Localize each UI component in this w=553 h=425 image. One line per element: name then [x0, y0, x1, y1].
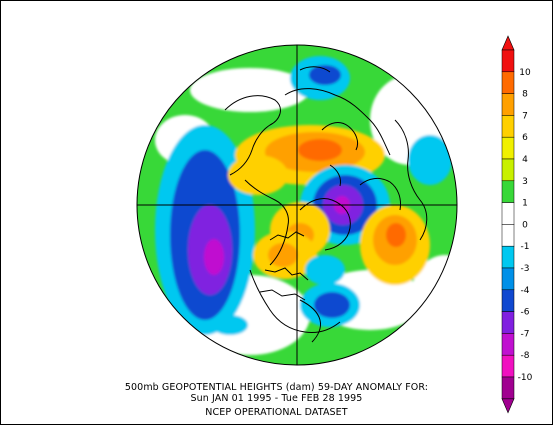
caption-line-3: NCEP OPERATIONAL DATASET [205, 407, 348, 418]
coastline-6 [299, 197, 351, 251]
colorbar-tick-label: -6 [521, 308, 530, 318]
coastline-2 [284, 88, 391, 156]
pacific-trough-core [204, 239, 224, 275]
coastline-7 [359, 177, 401, 211]
colorbar-tick-label: -8 [521, 351, 530, 361]
colorbar-tick-label: -3 [521, 264, 530, 274]
coastlines [224, 66, 428, 343]
coastline-10 [259, 289, 306, 301]
colorbar-tick-label: -4 [521, 286, 530, 296]
canada-ridge-core [268, 243, 298, 267]
colorbar-swatch [501, 93, 515, 116]
colorbar-tick-label: -1 [521, 242, 530, 252]
colorbar-swatch [501, 136, 515, 160]
coastline-4 [244, 179, 289, 266]
coastline-14 [269, 231, 305, 241]
arctic-negative-core [309, 65, 341, 85]
colorbar-tick-label: 4 [522, 155, 528, 165]
coastline-11 [321, 122, 359, 151]
coastline-5 [249, 269, 341, 333]
sw-negative [212, 315, 248, 335]
colorbar-swatch [501, 354, 515, 378]
colorbar-tick-label: 3 [522, 177, 528, 187]
caption-line-1: 500mb GEOPOTENTIAL HEIGHTS (dam) 59-DAY … [124, 382, 429, 393]
colorbar-swatch [501, 158, 515, 182]
colorbar-tick-label: 0 [522, 220, 528, 230]
colorbar-swatch [501, 180, 515, 203]
colorbar-top-arrow [501, 35, 515, 51]
colorbar-tick-label: 1 [522, 199, 528, 209]
colorbar-swatch [501, 115, 515, 138]
europe-ridge-core [298, 139, 342, 161]
colorbar-swatch [501, 49, 515, 73]
colorbar-swatch [501, 289, 515, 312]
colorbar-swatch [501, 224, 515, 247]
colorbar-swatch [501, 71, 515, 94]
colorbar-swatch [501, 333, 515, 356]
colorbar-swatch [501, 267, 515, 291]
atlantic-ridge-core [386, 223, 406, 247]
colorbar-tick-label: 7 [522, 111, 528, 121]
neutral-zone-north [190, 68, 310, 112]
europe-negative [305, 255, 345, 285]
colorbar-tick-label: 8 [522, 90, 528, 100]
coastline-3 [394, 119, 428, 241]
colorbar-swatch [501, 311, 515, 334]
coastline-1 [224, 95, 281, 176]
colorbar-bottom-arrow [501, 398, 515, 414]
colorbar-tick-label: 10 [519, 68, 531, 78]
caption-line-2: Sun JAN 01 1995 - Tue FEB 28 1995 [190, 393, 363, 404]
coastline-12 [329, 164, 341, 187]
colorbar-tick-label: -7 [521, 329, 530, 339]
map-border [136, 44, 458, 366]
coastline-8 [299, 299, 321, 343]
coastline-13 [299, 66, 331, 73]
ne-negative [408, 135, 452, 185]
nw-ridge [228, 155, 288, 195]
coastline-9 [264, 267, 309, 281]
se-canada-low-core [314, 292, 350, 318]
colorbar-swatch [501, 202, 515, 225]
colorbar-tick-label: -10 [518, 373, 533, 383]
colorbar-swatch [501, 245, 515, 269]
colorbar-tick-label: 6 [522, 133, 528, 143]
